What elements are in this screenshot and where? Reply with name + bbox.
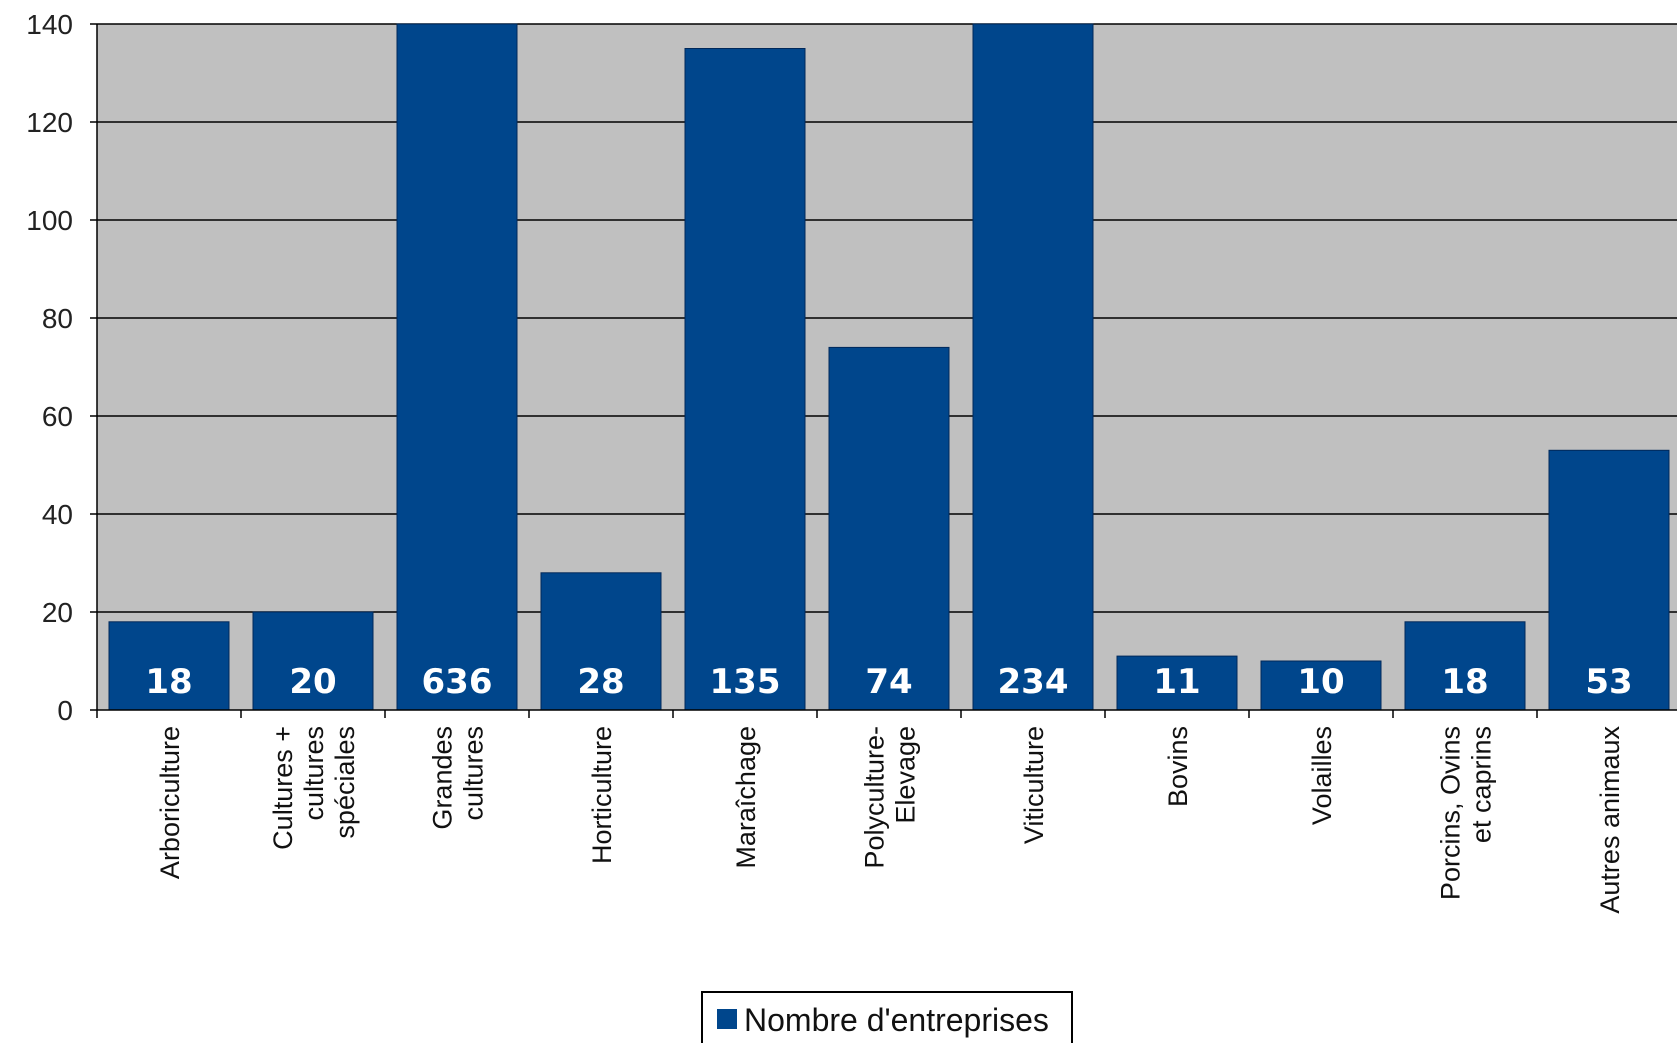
legend-label: Nombre d'entreprises (744, 1002, 1049, 1038)
bar (108, 621, 230, 711)
data-label: 234 (998, 662, 1069, 702)
bar (972, 23, 1094, 711)
x-tick-label-line: Viticulture (1019, 726, 1049, 844)
legend-swatch (717, 1009, 737, 1029)
data-label: 53 (1585, 662, 1632, 702)
y-tick-label: 20 (42, 597, 73, 628)
data-label: 28 (577, 662, 624, 702)
bar (252, 611, 374, 711)
bars (108, 23, 1670, 711)
x-tick-label-line: Polyculture- (860, 726, 890, 869)
y-tick-label: 80 (42, 303, 73, 334)
bar (1260, 660, 1382, 711)
x-tick-label-line: et caprins (1467, 726, 1497, 843)
x-tick-label: Polyculture- Elevage (860, 726, 921, 869)
x-tick-label: Horticulture (587, 726, 617, 864)
x-tick-label-line: Elevage (891, 726, 921, 824)
data-label: 18 (145, 662, 192, 702)
data-label: 74 (865, 662, 912, 702)
data-label: 20 (289, 662, 336, 702)
y-tick-label: 60 (42, 401, 73, 432)
x-tick-label: Bovins (1163, 726, 1193, 807)
x-tick-label: Maraîchage (731, 726, 761, 869)
x-tick-label: Grandes cultures (428, 726, 489, 830)
data-label: 135 (710, 662, 781, 702)
x-tick-label: Cultures + cultures spéciales (268, 726, 360, 850)
bar (684, 48, 806, 711)
data-label: 11 (1153, 662, 1200, 702)
x-tick-label-line: Cultures + (268, 726, 298, 850)
y-tick-label: 40 (42, 499, 73, 530)
y-tick-label: 0 (57, 695, 73, 726)
x-tick-label-line: Arboriculture (155, 726, 185, 879)
bar (396, 23, 518, 711)
x-tick-label-line: spéciales (330, 726, 360, 839)
x-tick-label: Porcins, Ovins et caprins (1436, 726, 1497, 900)
bar (540, 572, 662, 711)
bar (1404, 621, 1526, 711)
y-tick-label: 120 (26, 107, 73, 138)
legend: Nombre d'entreprises (701, 991, 1073, 1043)
x-tick-label-line: Porcins, Ovins (1436, 726, 1466, 900)
data-labels: 18 20 636 28 135 74 234 11 10 18 53 (145, 662, 1632, 702)
y-tick-label: 100 (26, 205, 73, 236)
x-tick-label-line: Grandes (428, 726, 458, 830)
x-tick-label: Volailles (1307, 726, 1337, 825)
data-label: 10 (1297, 662, 1344, 702)
y-axis: 0 20 40 60 80 100 120 140 (26, 9, 98, 726)
x-tick-label-line: Volailles (1307, 726, 1337, 825)
x-tick-label-line: Horticulture (587, 726, 617, 864)
x-tick-label-line: cultures (459, 726, 489, 821)
y-tick-label: 140 (26, 9, 73, 40)
data-label: 636 (422, 662, 493, 702)
x-tick-label: Viticulture (1019, 726, 1049, 844)
data-label: 18 (1441, 662, 1488, 702)
x-tick-label: Autres animaux (1595, 726, 1625, 914)
x-axis: Arboriculture Cultures + cultures spéciales… (96, 709, 1677, 914)
x-tick-label: Arboriculture (155, 726, 185, 879)
bar (828, 346, 950, 711)
bar (1548, 449, 1670, 711)
x-tick-label-line: Bovins (1163, 726, 1193, 807)
x-tick-label-line: Autres animaux (1595, 726, 1625, 914)
x-tick-label-line: Maraîchage (731, 726, 761, 869)
x-tick-label-line: cultures (299, 726, 329, 821)
bar (1116, 655, 1238, 711)
legend-box (701, 991, 1073, 1043)
